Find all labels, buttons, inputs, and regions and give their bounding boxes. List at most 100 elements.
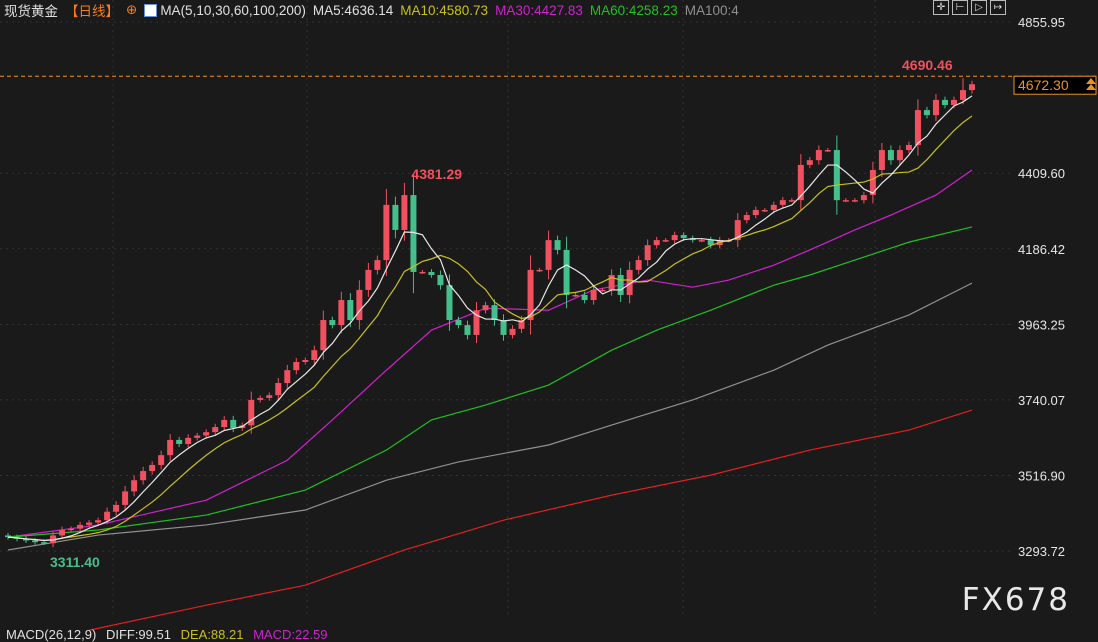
candle [869,161,876,204]
candle-body [680,235,687,239]
y-tick-label: 3293.72 [1018,544,1065,559]
ma-chart-icon[interactable] [144,3,158,17]
candle-body [806,160,813,165]
candle [131,475,138,497]
candle-body [212,427,219,433]
candle [266,392,273,401]
ma10-line [7,115,973,541]
last-price-label: 4672.30 [1018,77,1069,93]
candle-body [509,328,516,335]
candle-body [833,150,840,201]
candle-body [59,529,66,536]
candle [77,521,84,532]
candle [221,416,228,431]
candle [923,106,930,119]
candle [275,377,282,401]
candle [770,201,777,214]
collapse-arrow-icon[interactable] [1086,78,1096,90]
jump-end-icon[interactable]: ↦ [990,0,1006,15]
candle [743,211,750,224]
candle [365,262,372,297]
ma10-value: MA10:4580.73 [400,2,489,18]
candle-body [896,150,903,161]
candle [428,269,435,278]
candle-body [464,325,471,335]
candle [230,415,237,433]
candle-body [707,240,714,246]
candle-body [545,240,552,270]
candle-body [140,471,147,481]
candle-body [491,305,498,321]
crosshair-icon[interactable]: ✛ [933,0,949,15]
candle [86,519,93,528]
candle-body [392,204,399,230]
candle [887,145,894,165]
candle-body [923,110,930,116]
candle [644,239,651,266]
candle [392,196,399,239]
candle-body [311,350,318,360]
candle [536,267,543,272]
candle [374,255,381,275]
candle-body [302,359,309,363]
candle [860,191,867,204]
candle-body [482,305,489,311]
candle-body [743,215,750,221]
candle-body [770,204,777,210]
candle [203,429,210,439]
play-forward-icon[interactable]: ▷ [971,0,987,15]
candle-body [284,370,291,384]
candle [581,291,588,304]
crosshair-circle-icon[interactable]: ⊕ [126,2,138,17]
candle-body [428,271,435,275]
ma5-value: MA5:4636.14 [312,2,394,18]
candle [734,213,741,248]
candle-body [365,269,372,290]
candle [635,255,642,275]
candle [626,261,633,304]
candle [257,395,264,403]
zoom-range-icon[interactable]: ⊢ [952,0,968,15]
y-tick-label: 3516.90 [1018,469,1065,484]
low-price-label: 3311.40 [50,554,100,570]
y-tick-label: 3740.07 [1018,393,1065,408]
watermark-logo: FX678 [961,582,1070,618]
period-label[interactable]: 【日线】 [65,4,119,19]
candle [617,267,624,302]
candle [779,196,786,209]
candle-body [905,144,912,151]
candle [329,316,336,329]
macd-legend: MACD(26,12,9) DIFF:99.51 DEA:88.21 MACD:… [6,627,334,642]
candle-body [437,274,444,286]
candle-body [752,209,759,216]
candle-body [851,200,858,202]
candle [284,364,291,389]
candle-body [455,320,462,326]
candle-body [383,204,390,261]
candle [410,173,417,294]
candle-body [581,294,588,301]
candle-body [563,249,570,295]
candle-body [860,195,867,201]
candle-body [347,300,354,321]
candle-body [167,439,174,456]
candle [959,78,966,105]
candle-body [23,538,30,541]
candle-body [320,320,327,351]
candle [842,198,849,203]
ma-params[interactable]: MA(5,10,30,60,100,200) [160,2,306,18]
chart-legend: 现货黄金 【日线】 ⊕ MA(5,10,30,60,100,200) MA5:4… [4,1,746,19]
candle-body [77,524,84,529]
candle-body [329,320,336,326]
ma100-line [7,282,973,551]
candle [491,299,498,326]
candle-body [815,150,822,161]
candle-body [221,419,228,428]
candle-body [419,271,426,274]
candle-body [734,220,741,241]
candle-body [113,504,120,512]
candle-body [500,320,507,335]
candle [149,461,156,475]
candle [671,231,678,244]
